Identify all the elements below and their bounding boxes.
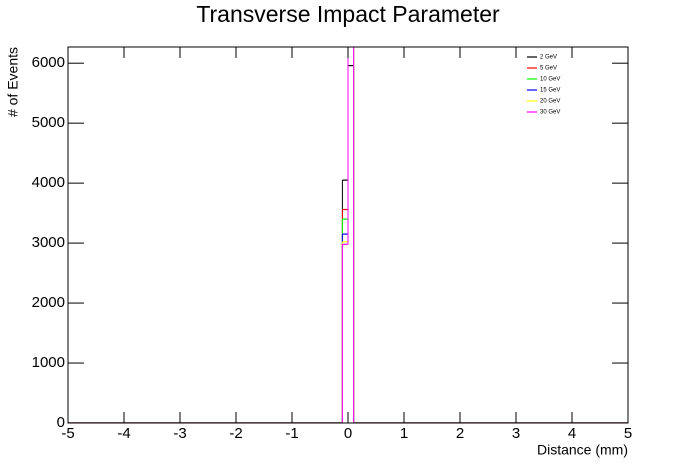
x-tick-label: -4 bbox=[117, 425, 130, 442]
y-tick-label: 2000 bbox=[32, 294, 65, 311]
x-tick-label: 3 bbox=[512, 425, 520, 442]
y-tick-label: 6000 bbox=[32, 54, 65, 71]
x-axis-label: Distance (mm) bbox=[537, 442, 628, 458]
legend-label: 15 GeV bbox=[540, 88, 560, 94]
y-tick-label: 3000 bbox=[32, 234, 65, 251]
y-tick-label: 1000 bbox=[32, 354, 65, 371]
x-tick-label: -5 bbox=[61, 425, 74, 442]
y-axis-label: # of Events bbox=[5, 47, 21, 117]
x-tick-label: 1 bbox=[400, 425, 408, 442]
x-tick-label: -1 bbox=[285, 425, 298, 442]
x-tick-label: -3 bbox=[173, 425, 186, 442]
x-tick-label: 2 bbox=[456, 425, 464, 442]
legend-label: 30 GeV bbox=[540, 110, 560, 116]
y-tick-label: 4000 bbox=[32, 174, 65, 191]
y-tick-label: 5000 bbox=[32, 114, 65, 131]
legend-label: 5 GeV bbox=[540, 66, 557, 72]
x-tick-label: -2 bbox=[229, 425, 242, 442]
y-tick-label: 0 bbox=[57, 414, 65, 431]
legend-label: 2 GeV bbox=[540, 55, 557, 61]
legend-label: 10 GeV bbox=[540, 77, 560, 83]
x-tick-label: 0 bbox=[344, 425, 352, 442]
plot-area bbox=[68, 47, 628, 423]
legend-label: 20 GeV bbox=[540, 99, 560, 105]
chart-title: Transverse Impact Parameter bbox=[196, 1, 500, 27]
x-tick-label: 4 bbox=[568, 425, 576, 442]
x-tick-label: 5 bbox=[624, 425, 632, 442]
